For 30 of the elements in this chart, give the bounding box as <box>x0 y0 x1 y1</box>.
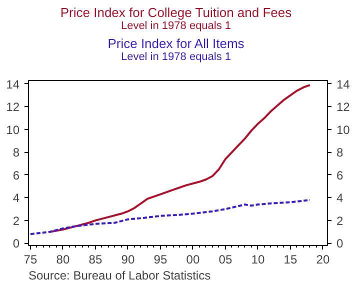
y2-tick-label: 8 <box>336 146 344 160</box>
x-tick-label: 20 <box>316 252 330 266</box>
y2-tick-label: 0 <box>336 236 344 251</box>
x-tick-label: 85 <box>88 252 102 266</box>
y-tick-label: 0 <box>12 236 20 251</box>
y-tick-label: 14 <box>6 77 20 92</box>
x-tick-label: 15 <box>284 252 298 266</box>
y-tick-label: 12 <box>6 100 20 114</box>
text: Price Index for All Items Level in 1978 equals 1 <box>106 36 246 63</box>
y-tick-label: 8 <box>12 146 20 160</box>
y2-tick-label: 14 <box>336 77 350 92</box>
text: Price Index for College Tuition and Fees Level in 1978 equals 1 <box>59 5 293 32</box>
source-note: Source: Bureau of Labor Statistics <box>28 268 211 282</box>
y-tick-label: 2 <box>12 214 20 228</box>
x-tick-label: 90 <box>121 252 135 266</box>
x-tick-label: 10 <box>251 252 265 266</box>
y-tick-label: 4 <box>12 191 20 206</box>
y2-tick-label: 4 <box>336 191 344 206</box>
y-tick-label: 10 <box>6 122 20 137</box>
x-tick-label: 95 <box>154 252 168 266</box>
x-tick-label: 05 <box>218 252 232 266</box>
y2-tick-label: 10 <box>336 122 350 137</box>
x-tick-label: 80 <box>56 252 70 266</box>
y2-tick-label: 6 <box>336 168 344 182</box>
y2-tick-label: 12 <box>336 100 350 114</box>
y2-tick-label: 2 <box>336 214 344 228</box>
x-tick-label: 75 <box>24 252 38 266</box>
x-tick-label: 00 <box>186 252 200 266</box>
line-series <box>29 198 311 236</box>
y-tick-label: 6 <box>12 168 20 182</box>
